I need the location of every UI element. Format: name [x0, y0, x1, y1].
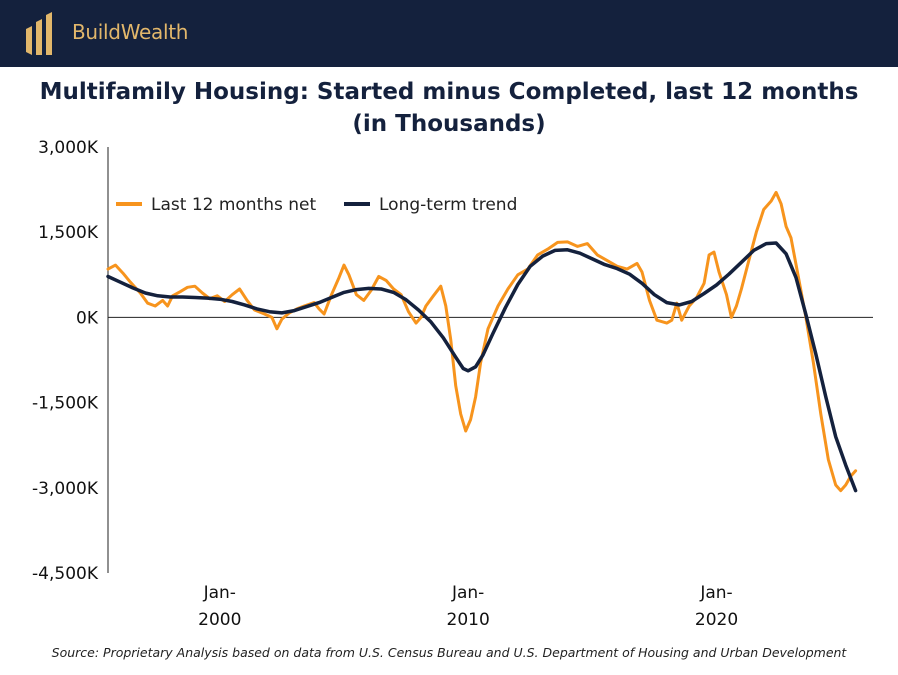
- buildwealth-logo-icon: [26, 12, 52, 55]
- y-tick-label: 0K: [76, 308, 99, 328]
- chart-series: [106, 190, 858, 493]
- series-line-last-12-months-net: [106, 190, 858, 493]
- brand-header-bar: BuildWealth: [0, 0, 898, 67]
- x-tick-label: 2000: [198, 610, 241, 630]
- x-tick-label: 2010: [447, 610, 490, 630]
- y-tick-label: 1,500K: [38, 223, 99, 243]
- y-tick-label: -4,500K: [32, 564, 99, 584]
- x-tick-label: Jan-: [203, 583, 236, 603]
- chart-title-line2: (in Thousands): [352, 111, 546, 137]
- x-tick-label: Jan-: [451, 583, 484, 603]
- y-tick-labels: 3,000K 1,500K 0K -1,500K -3,000K -4,500K: [32, 138, 99, 584]
- brand-name: BuildWealth: [72, 20, 189, 44]
- chart-axes: [107, 147, 873, 573]
- y-tick-label: -1,500K: [32, 394, 99, 414]
- y-tick-label: -3,000K: [32, 479, 99, 499]
- chart-title-line1: Multifamily Housing: Started minus Compl…: [39, 79, 859, 105]
- chart-title: Multifamily Housing: Started minus Compl…: [0, 76, 898, 140]
- source-note: Source: Proprietary Analysis based on da…: [51, 645, 847, 660]
- x-tick-label: 2020: [695, 610, 738, 630]
- legend-label: Last 12 months net: [151, 195, 317, 215]
- x-tick-label: Jan-: [699, 583, 732, 603]
- chart-legend: Last 12 months net Long-term trend: [116, 195, 517, 215]
- y-tick-label: 3,000K: [38, 138, 99, 158]
- series-line-long-term-trend: [106, 241, 858, 493]
- x-tick-labels: Jan- 2000 Jan- 2010 Jan- 2020: [198, 583, 738, 630]
- legend-label: Long-term trend: [379, 195, 517, 215]
